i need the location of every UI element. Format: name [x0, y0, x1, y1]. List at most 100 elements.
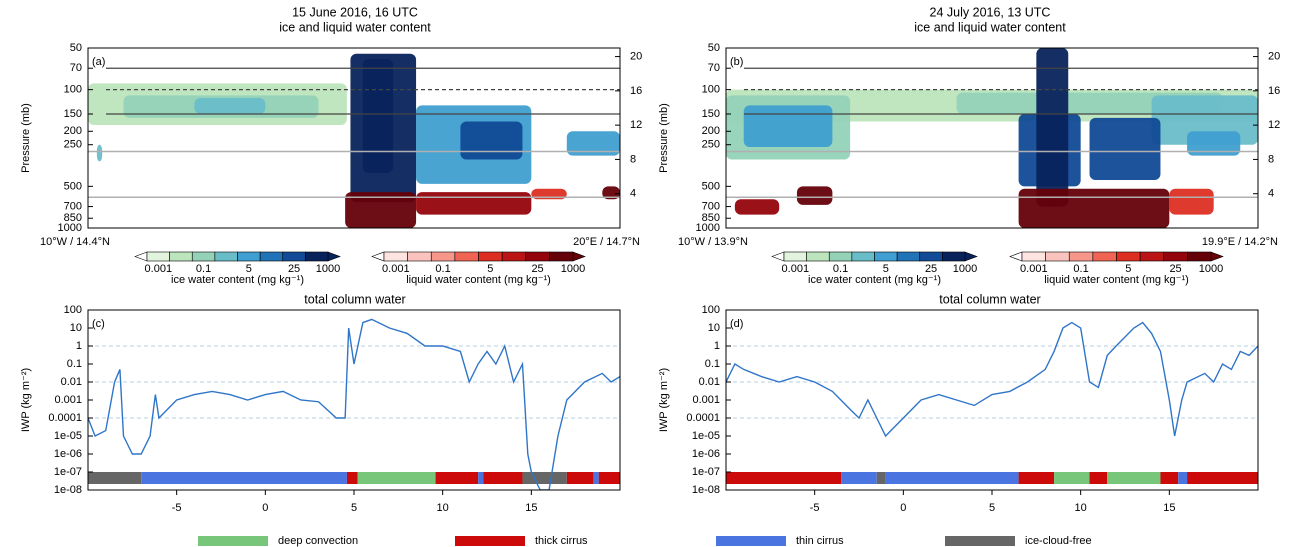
class-segment	[1089, 472, 1108, 484]
class-segment	[141, 472, 347, 484]
class-segment	[88, 472, 142, 484]
colorbar-tick-label: 0.1	[833, 263, 848, 275]
panel-label: (d)	[730, 318, 743, 330]
chart-subtitle: ice and liquid water content	[279, 20, 431, 34]
liquid-content-region	[734, 199, 780, 215]
liquid-content-region	[602, 186, 620, 200]
colorbar-box	[1187, 251, 1212, 262]
x-end-label: 20°E / 14.7°N	[573, 236, 640, 248]
legend-swatch	[198, 536, 268, 546]
y-tick-label: 850	[702, 212, 720, 224]
colorbar-tick-label: 0.001	[1020, 263, 1048, 275]
x-start-label: 10°W / 14.4°N	[40, 236, 110, 248]
colorbar-end	[771, 251, 785, 262]
colorbar-end	[572, 251, 586, 262]
y-tick-label: 1	[76, 340, 82, 352]
x-start-label: 10°W / 13.9°N	[678, 236, 748, 248]
y-tick-label: 0.0001	[686, 412, 720, 424]
class-segment	[593, 472, 599, 484]
y2-tick-label: 8	[630, 153, 636, 165]
class-segment	[598, 472, 620, 484]
iwp-line	[726, 321, 1258, 438]
iwp-line	[88, 318, 620, 490]
panel-label: (b)	[730, 56, 743, 68]
y-axis-label: IWP (kg m⁻²)	[658, 368, 670, 432]
class-segment	[1018, 472, 1055, 484]
legend-swatch	[455, 536, 525, 546]
colorbar-box	[478, 251, 503, 262]
colorbar-box	[806, 251, 830, 262]
y2-tick-label: 16	[630, 85, 642, 97]
class-segment	[522, 472, 567, 484]
colorbar-tick-label: 5	[246, 263, 252, 275]
y-tick-label: 1000	[696, 222, 720, 234]
class-segment	[478, 472, 484, 484]
plot-area	[88, 318, 620, 490]
legend-swatch	[945, 536, 1015, 546]
colorbar-label: ice water content (mg kg⁻¹)	[171, 274, 304, 286]
colorbar-tick-label: 25	[288, 263, 300, 275]
y-tick-label: 100	[64, 84, 82, 96]
y2-tick-label: 8	[1268, 153, 1274, 165]
x-tick-label: 5	[989, 502, 995, 514]
ice-content-region	[460, 121, 523, 160]
colorbar-box	[1163, 251, 1188, 262]
class-segment	[885, 472, 1019, 484]
chart-title: 15 June 2016, 16 UTC	[292, 5, 418, 19]
chart-title: 24 July 2016, 13 UTC	[930, 5, 1051, 19]
colorbar-box	[501, 251, 527, 262]
class-segment	[566, 472, 594, 484]
x-tick-label: 5	[351, 502, 357, 514]
colorbar-box	[169, 251, 193, 262]
y-tick-label: 1e-07	[54, 466, 82, 478]
colorbar-box	[259, 251, 284, 262]
colorbar-end	[964, 251, 978, 262]
y2-tick-label: 4	[1268, 188, 1274, 200]
colorbar-box	[919, 251, 943, 262]
legend-label: thick cirrus	[535, 535, 588, 547]
colorbar-box	[525, 251, 550, 262]
y2-tick-label: 16	[1268, 85, 1280, 97]
colorbar-end	[327, 251, 341, 262]
colorbar-tick-label: 1000	[561, 263, 585, 275]
y2-tick-label: 12	[1268, 119, 1280, 131]
y-tick-label: 1	[714, 340, 720, 352]
liquid-content-region	[416, 192, 532, 215]
colorbar-box	[1139, 251, 1165, 262]
y-tick-label: 500	[64, 180, 82, 192]
colorbar-end	[1009, 251, 1023, 262]
class-segment	[726, 472, 842, 484]
chart-title: total column water	[939, 292, 1040, 306]
y-tick-label: 50	[70, 42, 82, 54]
ice-content-region	[96, 144, 103, 162]
ice-content-region	[566, 131, 620, 156]
ice-content-region	[194, 98, 266, 115]
colorbar-box	[454, 251, 479, 262]
colorbar-tick-label: 5	[1125, 263, 1131, 275]
liquid-content-region	[345, 192, 417, 228]
colorbar-box	[237, 251, 261, 262]
class-segment	[346, 472, 358, 484]
colorbar-end	[371, 251, 385, 262]
class-segment	[435, 472, 479, 484]
x-end-label: 19.9°E / 14.2°N	[1202, 236, 1278, 248]
colorbar-tick-label: 0.001	[382, 263, 410, 275]
ice-content-region	[362, 58, 394, 173]
ice-content-region	[1187, 131, 1241, 156]
colorbar-tick-label: 0.1	[196, 263, 211, 275]
y-tick-label: 1e-05	[692, 430, 720, 442]
y-tick-label: 0.1	[67, 358, 82, 370]
plot-area	[726, 321, 1258, 484]
colorbar-tick-label: 0.001	[782, 263, 810, 275]
colorbar-tick-label: 0.1	[435, 263, 450, 275]
colorbar-label: liquid water content (mg kg⁻¹)	[1044, 274, 1189, 286]
plot-frame	[87, 309, 621, 491]
y-tick-label: 1e-08	[54, 484, 82, 496]
y-tick-label: 1e-05	[54, 430, 82, 442]
y-tick-label: 1e-08	[692, 484, 720, 496]
colorbar-box	[896, 251, 921, 262]
colorbar-tick-label: 5	[883, 263, 889, 275]
y-tick-label: 70	[70, 62, 82, 74]
y-tick-label: 100	[702, 304, 720, 316]
colorbar-box	[407, 251, 432, 262]
